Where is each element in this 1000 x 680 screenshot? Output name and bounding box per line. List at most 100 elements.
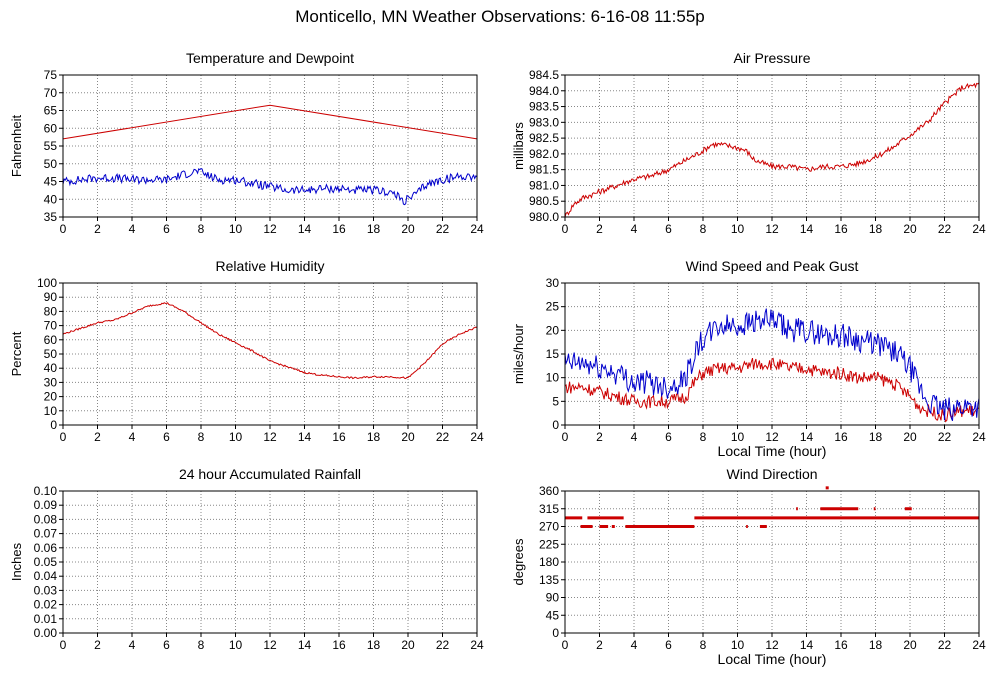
x-tick-label: 20 — [903, 430, 917, 444]
x-axis-label: Local Time (hour) — [718, 443, 827, 459]
y-tick-label: 0.04 — [34, 569, 58, 583]
x-tick-label: 2 — [596, 430, 603, 444]
x-tick-label: 22 — [938, 430, 952, 444]
x-tick-label: 4 — [631, 430, 638, 444]
x-tick-label: 16 — [332, 638, 346, 652]
y-tick-label: 20 — [44, 390, 58, 404]
y-tick-label: 25 — [546, 300, 560, 314]
x-tick-label: 6 — [665, 430, 672, 444]
x-tick-label: 10 — [229, 430, 243, 444]
x-tick-label: 20 — [903, 222, 917, 236]
y-tick-label: 180 — [539, 555, 559, 569]
x-tick-label: 4 — [129, 222, 136, 236]
y-tick-label: 0 — [552, 418, 559, 432]
x-tick-label: 24 — [972, 222, 986, 236]
y-tick-label: 0.07 — [34, 527, 58, 541]
x-tick-label: 6 — [163, 638, 170, 652]
series-line-1 — [564, 357, 980, 423]
x-tick-label: 12 — [263, 222, 277, 236]
x-tick-label: 2 — [94, 430, 101, 444]
x-tick-label: 2 — [596, 222, 603, 236]
y-axis-label: Percent — [9, 331, 24, 376]
x-tick-label: 14 — [800, 430, 814, 444]
x-tick-label: 0 — [60, 430, 67, 444]
series-line-2 — [62, 168, 478, 206]
y-axis-label: Inches — [9, 542, 24, 581]
x-tick-label: 12 — [765, 222, 779, 236]
x-tick-label: 22 — [436, 222, 450, 236]
x-tick-label: 20 — [401, 430, 415, 444]
y-tick-label: 10 — [546, 371, 560, 385]
y-tick-label: 60 — [44, 333, 58, 347]
y-tick-label: 55 — [44, 139, 58, 153]
y-tick-label: 40 — [44, 192, 58, 206]
x-tick-label: 24 — [972, 638, 986, 652]
x-tick-label: 24 — [972, 430, 986, 444]
y-tick-label: 100 — [37, 276, 57, 290]
page-title: Monticello, MN Weather Observations: 6-1… — [295, 7, 705, 26]
x-tick-label: 22 — [436, 430, 450, 444]
direction-point — [611, 525, 615, 528]
y-tick-label: 0.00 — [34, 626, 58, 640]
y-tick-label: 45 — [44, 175, 58, 189]
x-tick-label: 16 — [834, 638, 848, 652]
y-tick-label: 980.0 — [529, 210, 559, 224]
x-tick-label: 8 — [700, 430, 707, 444]
y-tick-label: 45 — [546, 608, 560, 622]
y-tick-label: 135 — [539, 573, 559, 587]
y-tick-label: 70 — [44, 86, 58, 100]
x-tick-label: 10 — [731, 638, 745, 652]
x-tick-label: 22 — [938, 222, 952, 236]
x-tick-label: 0 — [562, 222, 569, 236]
chart-title: 24 hour Accumulated Rainfall — [179, 466, 361, 482]
y-tick-label: 65 — [44, 104, 58, 118]
x-tick-label: 22 — [938, 638, 952, 652]
y-tick-label: 983.5 — [529, 100, 559, 114]
x-tick-label: 4 — [631, 638, 638, 652]
y-tick-label: 5 — [552, 394, 559, 408]
y-tick-label: 10 — [44, 404, 58, 418]
series-line-2 — [564, 308, 980, 421]
x-tick-label: 14 — [298, 638, 312, 652]
x-tick-label: 24 — [470, 430, 484, 444]
x-tick-label: 14 — [800, 638, 814, 652]
y-tick-label: 20 — [546, 323, 560, 337]
y-tick-label: 90 — [44, 290, 58, 304]
y-tick-label: 981.5 — [529, 163, 559, 177]
x-tick-label: 6 — [163, 430, 170, 444]
series-line-1 — [62, 104, 478, 140]
y-axis-label: Fahrenheit — [9, 115, 24, 178]
x-tick-label: 16 — [332, 222, 346, 236]
y-tick-label: 270 — [539, 520, 559, 534]
x-tick-label: 18 — [367, 222, 381, 236]
y-axis-label: miles/hour — [511, 323, 526, 384]
y-tick-label: 0.10 — [34, 484, 58, 498]
x-tick-label: 6 — [163, 222, 170, 236]
y-tick-label: 983.0 — [529, 115, 559, 129]
chart-title: Wind Direction — [726, 466, 817, 482]
y-tick-label: 0.09 — [34, 498, 58, 512]
y-tick-label: 50 — [44, 347, 58, 361]
x-tick-label: 0 — [562, 430, 569, 444]
x-tick-label: 8 — [700, 638, 707, 652]
x-tick-label: 18 — [367, 638, 381, 652]
x-tick-label: 20 — [401, 638, 415, 652]
y-tick-label: 75 — [44, 68, 58, 82]
y-tick-label: 984.0 — [529, 84, 559, 98]
y-tick-label: 30 — [546, 276, 560, 290]
x-tick-label: 12 — [263, 430, 277, 444]
y-tick-label: 225 — [539, 537, 559, 551]
y-tick-label: 15 — [546, 347, 560, 361]
y-tick-label: 982.5 — [529, 131, 559, 145]
x-tick-label: 16 — [332, 430, 346, 444]
x-tick-label: 16 — [834, 222, 848, 236]
x-tick-label: 2 — [94, 222, 101, 236]
x-tick-label: 16 — [834, 430, 848, 444]
y-tick-label: 0.05 — [34, 555, 58, 569]
x-tick-label: 0 — [60, 222, 67, 236]
